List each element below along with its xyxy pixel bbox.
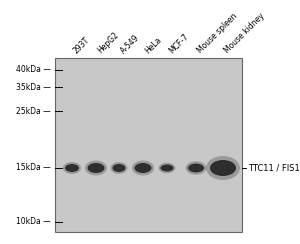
Text: A-549: A-549 <box>119 33 141 55</box>
Text: TTC11 / FIS1: TTC11 / FIS1 <box>248 163 300 173</box>
Text: 15kDa —: 15kDa — <box>16 163 51 173</box>
Ellipse shape <box>159 163 176 173</box>
Bar <box>55 58 242 232</box>
Text: 293T: 293T <box>72 35 92 55</box>
Ellipse shape <box>85 161 107 175</box>
Text: Mouse spleen: Mouse spleen <box>196 12 239 55</box>
Text: HepG2: HepG2 <box>96 30 121 55</box>
Ellipse shape <box>206 156 240 180</box>
Ellipse shape <box>65 164 79 172</box>
Text: HeLa: HeLa <box>143 35 163 55</box>
Text: 40kDa —: 40kDa — <box>16 65 51 74</box>
Ellipse shape <box>112 164 125 172</box>
Text: Mouse kidney: Mouse kidney <box>223 11 267 55</box>
Ellipse shape <box>210 160 236 176</box>
Ellipse shape <box>186 161 206 175</box>
Ellipse shape <box>188 163 204 173</box>
Ellipse shape <box>88 163 104 173</box>
Ellipse shape <box>63 162 81 174</box>
Text: 25kDa —: 25kDa — <box>16 106 51 115</box>
Ellipse shape <box>160 164 173 172</box>
Ellipse shape <box>134 163 152 173</box>
Text: 35kDa —: 35kDa — <box>16 82 51 92</box>
Ellipse shape <box>132 161 154 175</box>
Text: MCF-7: MCF-7 <box>167 32 190 55</box>
Text: 10kDa —: 10kDa — <box>16 217 51 226</box>
Ellipse shape <box>110 162 127 174</box>
